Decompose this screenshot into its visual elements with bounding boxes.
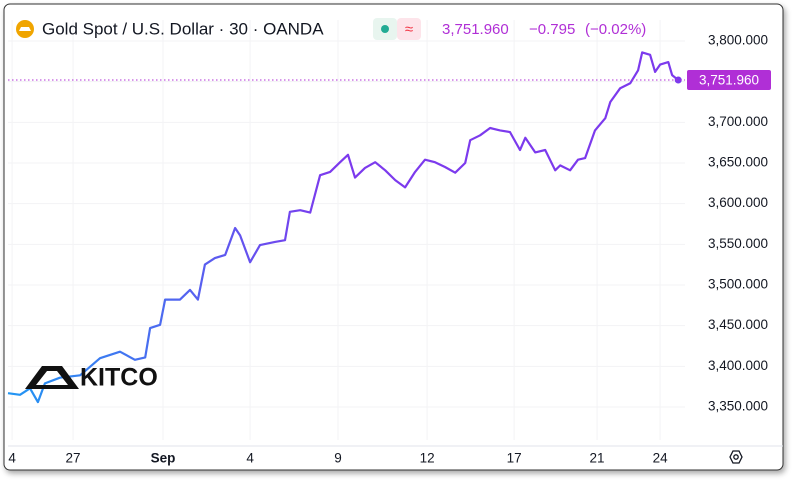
settings-icon-center [733, 454, 739, 460]
last-price-badge [687, 70, 771, 91]
x-tick-label: 17 [507, 451, 522, 466]
y-tick-label: 3,700.000 [708, 114, 768, 129]
y-tick-label: 3,600.000 [708, 195, 768, 210]
price-line [7, 51, 679, 404]
y-tick-label: 3,500.000 [708, 277, 768, 292]
logo-mark [25, 366, 79, 389]
header-change: −0.795 [529, 21, 575, 38]
header-change-pct: (−0.02%) [585, 21, 646, 38]
y-tick-label: 3,450.000 [708, 317, 768, 332]
chart-title: Gold Spot / U.S. Dollar · 30 · OANDA [42, 19, 324, 38]
delay-icon: ≈ [405, 21, 413, 38]
header-price: 3,751.960 [442, 21, 509, 38]
logo: KITCO [25, 364, 158, 392]
settings-button[interactable] [729, 450, 743, 464]
x-tick-label: 27 [66, 451, 81, 466]
y-tick-label: 3,800.000 [708, 33, 768, 48]
x-tick-label: 21 [590, 451, 605, 466]
plot [7, 51, 685, 404]
y-tick-label: 3,400.000 [708, 358, 768, 373]
y-tick-label: 3,350.000 [708, 399, 768, 414]
x-tick-label: 9 [334, 451, 342, 466]
x-tick-label: Sep [151, 451, 176, 466]
x-tick-label: 12 [420, 451, 435, 466]
frame [3, 3, 784, 471]
delay-badge[interactable] [397, 18, 421, 40]
symbol-icon-bars [19, 27, 31, 31]
x-tick-label: 4 [246, 451, 254, 466]
x-tick-label: 4 [8, 451, 16, 466]
last-point [674, 76, 682, 84]
logo-text: KITCO [80, 364, 158, 392]
y-tick-label: 3,650.000 [708, 155, 768, 170]
y-tick-label: 3,550.000 [708, 236, 768, 251]
grid [8, 20, 685, 440]
status-dot [381, 25, 389, 33]
last-price-label: 3,751.960 [699, 73, 759, 88]
x-tick-label: 24 [653, 451, 669, 466]
settings-icon [729, 450, 743, 464]
